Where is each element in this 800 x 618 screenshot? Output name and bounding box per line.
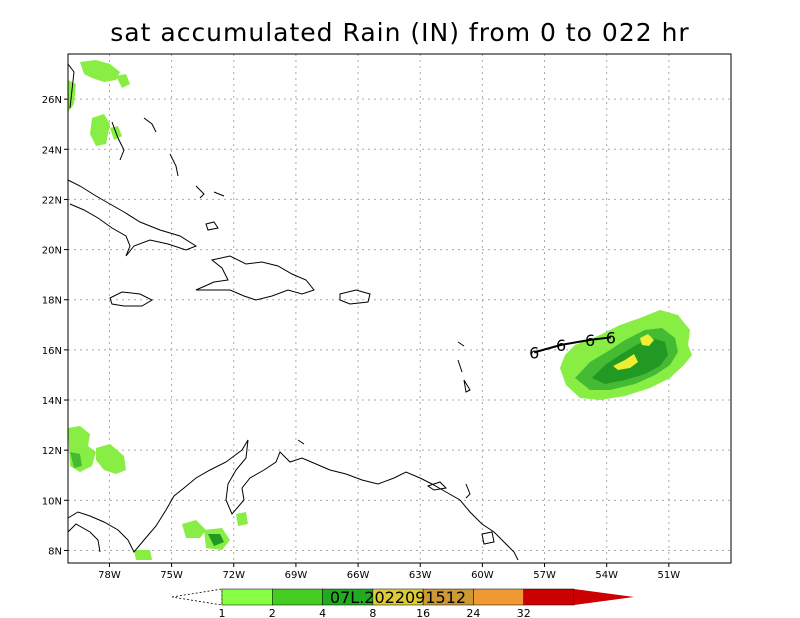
storm-track-marker: 6 [529, 343, 539, 362]
colorbar-boxes [221, 588, 575, 606]
colorbar-box [523, 588, 575, 606]
lon-tick-label: 54W [595, 570, 618, 581]
lat-tick-label: 14N [42, 396, 62, 407]
rain-blob-sw-3 [182, 520, 206, 538]
lat-tick-label: 26N [42, 95, 62, 106]
colorbar-label: 1 [219, 607, 226, 618]
storm-track-line [533, 336, 611, 354]
coastline-trinidad [481, 531, 495, 545]
rain-blob-nw-2 [68, 80, 76, 112]
lat-tick-label: 12N [42, 446, 62, 457]
colorbar-upper-extension [574, 589, 634, 605]
map-title: sat accumulated Rain (IN) from 0 to 022 … [110, 18, 690, 47]
latitude-axis: 8N 10N 12N 14N 16N 18N 20N 22N 24N 26N [42, 95, 68, 557]
lon-tick-label: 66W [347, 570, 370, 581]
storm-id-label: 07L.2022091512 [330, 588, 466, 607]
map-frame [67, 53, 732, 564]
rain-blob-storm-peak [613, 354, 638, 370]
rain-blob-sw [68, 426, 96, 472]
graticule-grid [68, 54, 731, 563]
lon-tick-label: 51W [658, 570, 681, 581]
coastline-puerto-rico [339, 289, 371, 305]
rain-blob-sw-medium-2 [208, 534, 224, 546]
rain-blob-sw-5 [134, 550, 152, 560]
coastline-south-america [67, 439, 519, 561]
coastline-central-america [67, 523, 101, 553]
colorbar-label: 4 [319, 607, 326, 618]
coastline-margarita [426, 481, 448, 491]
colorbar: 07L.2022091512 1 2 4 8 16 24 32 [171, 588, 634, 618]
rain-blob-sw-2 [96, 444, 126, 474]
colorbar-label: 24 [466, 607, 480, 618]
lon-tick-label: 63W [409, 570, 432, 581]
colorbar-label: 8 [369, 607, 376, 618]
coastline-bahamas-1 [143, 117, 157, 133]
lat-tick-label: 20N [42, 246, 62, 257]
lat-tick-label: 22N [42, 195, 62, 206]
storm-track-marker: 6 [606, 328, 616, 347]
lon-tick-label: 75W [160, 570, 183, 581]
colorbar-lower-extension [171, 588, 223, 606]
coastline-abc-islands [297, 439, 305, 445]
rain-blob-sw-medium [70, 452, 82, 468]
lon-tick-label: 57W [533, 570, 556, 581]
colorbar-box [473, 588, 524, 606]
coastline-turks [205, 221, 219, 231]
rain-blob-nw-5 [116, 74, 130, 88]
lat-tick-label: 24N [42, 145, 62, 156]
coastline-hispaniola [195, 255, 315, 301]
rain-blob-storm-peak-2 [640, 334, 654, 346]
rain-blob-nw [80, 60, 120, 82]
rain-blob-sw-6 [236, 512, 248, 526]
coastline-bahamas-2 [111, 121, 125, 161]
colorbar-box [221, 588, 273, 606]
coastline-florida [67, 63, 75, 109]
lat-tick-label: 10N [42, 496, 62, 507]
coastline-antilles-2 [457, 359, 463, 373]
lon-tick-label: 69W [285, 570, 308, 581]
coastlines [67, 63, 519, 561]
lat-tick-label: 18N [42, 296, 62, 307]
colorbar-label: 32 [517, 607, 531, 618]
coastline-antilles-1 [457, 341, 465, 347]
colorbar-label: 2 [269, 607, 276, 618]
lat-tick-label: 16N [42, 346, 62, 357]
colorbar-box [272, 588, 323, 606]
coastline-bahamas-3 [169, 153, 179, 177]
coastline-antilles-3 [463, 379, 471, 393]
rain-blob-nw-3 [90, 114, 110, 146]
colorbar-labels: 1 2 4 8 16 24 32 [219, 607, 531, 618]
coastline-bahamas-5 [213, 191, 225, 197]
coastline-antilles-4 [465, 483, 471, 499]
storm-track-marker: 6 [556, 336, 566, 355]
lon-tick-label: 72W [222, 570, 245, 581]
colorbar-label: 16 [416, 607, 430, 618]
lon-tick-label: 78W [98, 570, 121, 581]
lon-tick-label: 60W [471, 570, 494, 581]
longitude-axis: 78W 75W 72W 69W 66W 63W 60W 57W 54W 51W [98, 563, 680, 581]
storm-track-marker: 6 [585, 331, 595, 350]
lat-tick-label: 8N [48, 546, 62, 557]
rain-accumulation-layer [68, 60, 692, 560]
coastline-bahamas-4 [195, 185, 205, 199]
coastline-cuba [67, 179, 198, 257]
coastline-jamaica [109, 291, 154, 307]
